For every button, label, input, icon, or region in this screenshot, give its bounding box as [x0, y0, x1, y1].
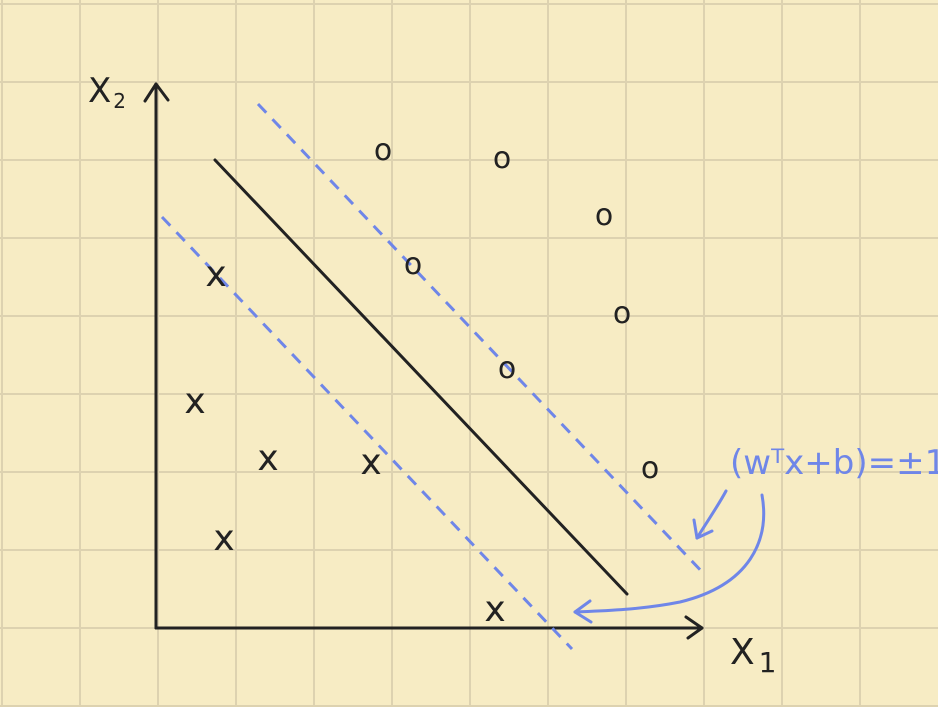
y-axis-label-subscript: 2 [113, 89, 126, 113]
negative-point: x [484, 589, 505, 630]
negative-point: x [257, 438, 278, 479]
positive-point: o [498, 351, 516, 386]
negative-point: x [184, 381, 205, 422]
positive-points: o o o o o o o [374, 133, 659, 486]
positive-point: o [595, 198, 613, 233]
positive-point: o [493, 141, 511, 176]
margin-lower [160, 215, 574, 651]
annotation-arrows [573, 489, 766, 624]
negative-points: x x x x x x [184, 254, 505, 630]
positive-point: o [374, 133, 392, 168]
negative-point: x [205, 254, 226, 295]
arrow-to-upper-margin [695, 489, 728, 540]
axes [143, 82, 704, 640]
positive-point: o [613, 296, 631, 331]
arrow-to-lower-margin [573, 493, 766, 614]
margin-upper [256, 102, 708, 578]
arrow-to-upper-margin-head [692, 518, 714, 540]
x-axis-label-subscript: 1 [759, 646, 777, 679]
decision-boundary [213, 158, 629, 596]
negative-point: x [213, 518, 234, 559]
y-axis-arrowhead [143, 82, 170, 103]
positive-point: o [641, 451, 659, 486]
negative-point: x [360, 442, 381, 483]
positive-point: o [404, 247, 422, 282]
margin-annotation: (wᵀx+b)=±1 [730, 443, 938, 483]
arrow-to-lower-margin-head [573, 599, 593, 624]
x-axis-arrowhead [684, 615, 704, 640]
